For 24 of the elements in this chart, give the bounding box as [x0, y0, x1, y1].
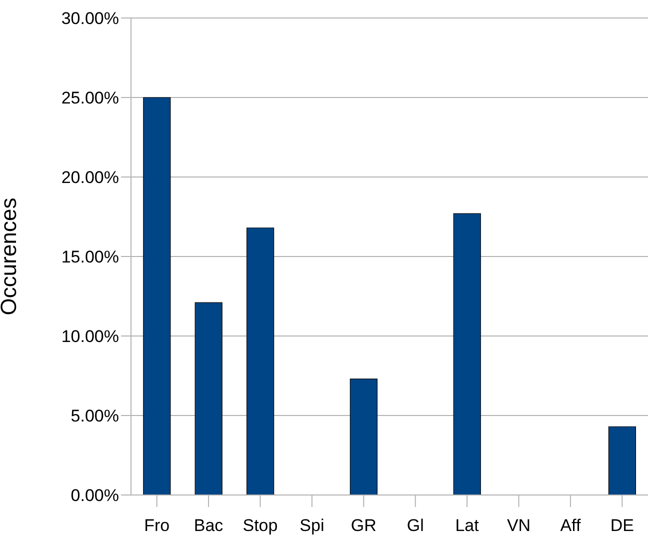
bar — [246, 228, 274, 495]
bar — [194, 302, 222, 495]
y-tick-label: 0.00% — [70, 486, 119, 506]
x-tick-label: GR — [350, 516, 376, 536]
y-tick-label: 5.00% — [70, 406, 119, 426]
y-tick-label: 20.00% — [61, 168, 119, 188]
x-tick-label: Aff — [560, 516, 581, 536]
y-axis-title: Occurences — [0, 198, 21, 316]
x-tick-label: Fro — [144, 516, 170, 536]
x-tick-label: Spi — [300, 516, 324, 536]
y-tick-label: 10.00% — [61, 327, 119, 346]
bar — [608, 426, 636, 495]
y-tick-label: 15.00% — [61, 248, 119, 267]
x-tick-label: DE — [610, 516, 634, 536]
x-tick-label: Lat — [455, 516, 480, 536]
bar — [350, 378, 378, 495]
x-tick-label: VN — [506, 516, 531, 536]
x-tick-label: Gl — [406, 516, 424, 536]
x-tick-label: Bac — [194, 516, 224, 536]
bar — [453, 213, 481, 495]
bar — [143, 97, 171, 495]
y-tick-label: 25.00% — [61, 88, 119, 108]
y-tick-label: 30.00% — [61, 9, 119, 28]
x-tick-label: Stop — [242, 516, 278, 536]
